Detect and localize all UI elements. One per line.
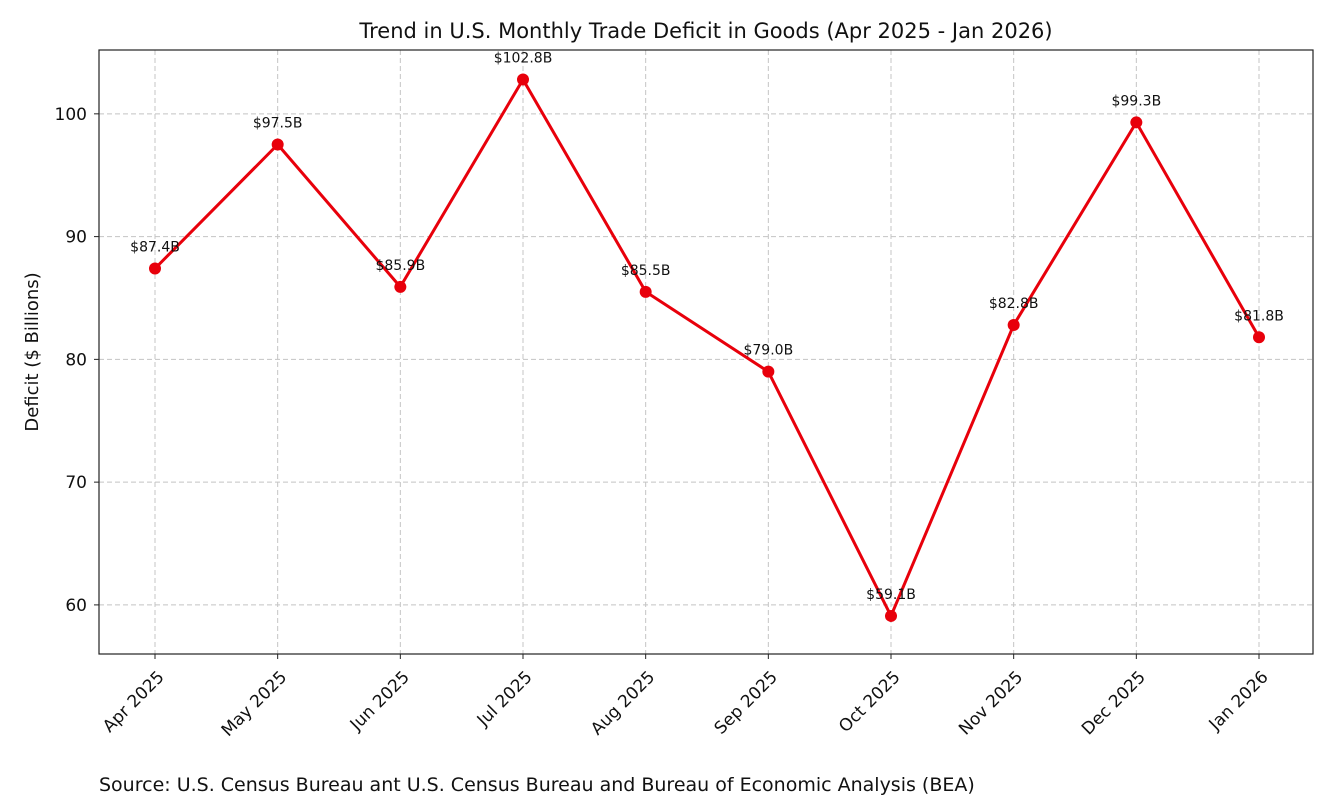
plot-area-frame <box>98 49 1314 655</box>
series-line <box>153 78 1261 618</box>
y-tick-label: 80 <box>65 350 87 370</box>
data-label: $85.5B <box>621 263 671 279</box>
x-tick-label: Nov 2025 <box>955 667 1027 739</box>
data-point-oct-2025 <box>885 609 897 622</box>
x-tick-label: Apr 2025 <box>99 667 168 736</box>
data-point-jun-2025 <box>394 280 407 293</box>
x-tick-label: Jan 2026 <box>1205 667 1273 735</box>
x-axis: Apr 2025 May 2025 Jun 2025 Jul 2025 Aug 2025… <box>99 654 1273 741</box>
data-point-aug-2025 <box>639 285 652 298</box>
data-point-nov-2025 <box>1007 318 1020 331</box>
data-point-may-2025 <box>271 138 284 151</box>
data-point-dec-2025 <box>1130 116 1143 129</box>
source-note: Source: U.S. Census Bureau ant U.S. Cens… <box>99 774 975 796</box>
data-point-jan-2026 <box>1253 331 1265 344</box>
data-label: $97.5B <box>253 116 303 132</box>
y-tick-label: 60 <box>65 596 87 616</box>
data-label: $79.0B <box>743 343 793 359</box>
x-tick-label: Dec 2025 <box>1078 667 1150 739</box>
x-tick-label: Jul 2025 <box>473 667 537 731</box>
data-point-sep-2025 <box>762 365 775 378</box>
x-tick-label: Oct 2025 <box>835 667 904 736</box>
grid-lines <box>99 50 1313 654</box>
y-axis-label: Deficit ($ Billions) <box>22 272 43 431</box>
x-tick-label: Jun 2025 <box>346 667 414 735</box>
y-tick-label: 90 <box>65 228 87 248</box>
data-point-apr-2025 <box>149 262 161 275</box>
data-label: $85.9B <box>375 258 425 274</box>
data-label: $81.8B <box>1234 308 1284 324</box>
x-tick-label: Aug 2025 <box>587 667 659 739</box>
data-label: $87.4B <box>130 240 180 256</box>
chart-title: Trend in U.S. Monthly Trade Deficit in G… <box>358 19 1052 43</box>
series-trade-deficit <box>149 73 1265 622</box>
x-tick-label: May 2025 <box>218 667 291 740</box>
data-label: $82.8B <box>989 296 1039 312</box>
data-label: $102.8B <box>494 50 553 66</box>
y-tick-label: 100 <box>55 105 87 125</box>
data-label: $99.3B <box>1111 93 1161 109</box>
data-point-jul-2025 <box>517 73 529 86</box>
data-label: $59.1B <box>866 587 916 603</box>
y-axis: 60 70 80 90 100 <box>55 105 99 616</box>
data-labels: $87.4B $97.5B $85.9B $102.8B $85.5B $79.0B $59… <box>130 50 1284 602</box>
x-tick-label: Sep 2025 <box>711 667 782 738</box>
y-tick-label: 70 <box>65 473 87 493</box>
